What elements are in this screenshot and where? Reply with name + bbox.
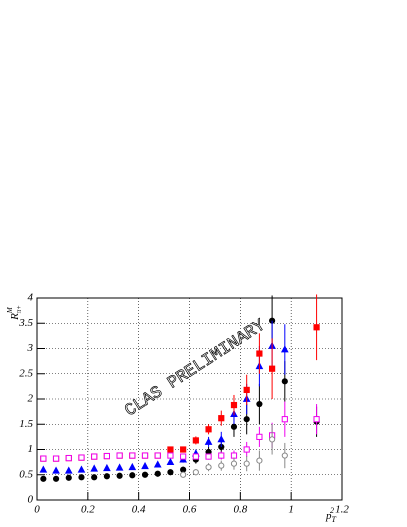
marker [218,452,225,459]
x-label-sub: T [332,515,337,524]
x-label-sup: 2 [330,506,334,515]
marker [269,365,276,372]
marker [218,462,225,469]
marker [192,437,199,444]
marker [129,452,136,459]
x-tick-label: 0.4 [132,504,146,516]
y-tick-label: 1.5 [19,418,33,430]
y-tick-label: 4 [28,292,34,304]
marker [64,466,73,474]
marker [52,455,60,462]
marker [256,350,263,357]
y-tick-label: 3.5 [18,317,33,329]
y-tick-label: 3 [27,342,34,354]
marker [90,464,99,472]
marker [116,472,123,479]
x-tick-label: 0.2 [81,504,95,516]
marker [40,455,47,462]
marker [167,446,174,453]
marker [243,446,250,453]
marker [205,464,212,471]
marker [269,436,276,443]
marker [180,466,187,473]
marker [115,463,124,471]
marker [204,437,213,445]
marker [180,446,187,453]
marker [141,471,149,478]
y-tick-label: 2 [28,393,34,405]
x-label-base: p [325,510,332,522]
marker [256,457,263,464]
x-tick-label: 0 [34,504,40,516]
marker [230,423,238,430]
marker [205,426,212,433]
marker [230,460,238,467]
marker [154,452,161,459]
marker [256,400,263,408]
y-axis-label: RMπ+ [6,305,23,321]
marker [77,465,86,473]
marks [36,294,343,501]
y-label-sup: M [6,306,14,314]
marker [103,452,110,460]
x-tick-label: 1 [288,504,294,516]
marker [103,463,111,472]
marker [91,453,98,460]
marker [243,416,250,423]
marker [52,466,60,474]
marker [167,452,174,459]
marker [116,452,123,459]
marker [313,324,320,331]
marker [103,473,110,480]
x-tick-label: 0.8 [233,504,247,516]
marker [230,401,238,409]
marker [78,474,85,481]
marker [91,474,98,481]
marker [40,475,47,482]
marker [65,474,72,481]
y-label-base: R [9,313,21,321]
y-tick-label: 0 [28,494,34,506]
x-tick-label: 0.6 [183,504,197,516]
marker [313,416,320,423]
marker [192,453,199,460]
marker [65,454,72,462]
marker [243,386,250,394]
marker [128,462,137,471]
y-label-sub: π+ [15,305,23,314]
marker [39,465,48,473]
marker [243,460,250,467]
marker [78,454,85,461]
marker [218,415,225,422]
marker [192,469,199,476]
marker [281,452,288,459]
x-tick-label: 1.2 [335,504,349,516]
marker [141,452,149,459]
marker [180,453,187,460]
marker [167,469,174,476]
marker [281,416,288,423]
marker [205,453,212,460]
x-axis-label: pT2 [325,506,337,524]
marker [52,475,60,482]
marker [281,378,288,385]
marker [153,460,162,468]
y-tick-label: 2.5 [19,367,33,379]
marker [129,472,136,479]
marker [166,457,175,466]
marker [280,345,289,353]
marker [154,470,161,477]
svg-text:RMπ+: RMπ+ [6,305,23,321]
marker [180,471,187,478]
marker [217,435,226,443]
marker [256,433,263,440]
marker [141,461,149,470]
marker [230,452,238,459]
y-tick-label: 1 [28,443,34,455]
y-tick-label: 0.5 [19,468,33,480]
